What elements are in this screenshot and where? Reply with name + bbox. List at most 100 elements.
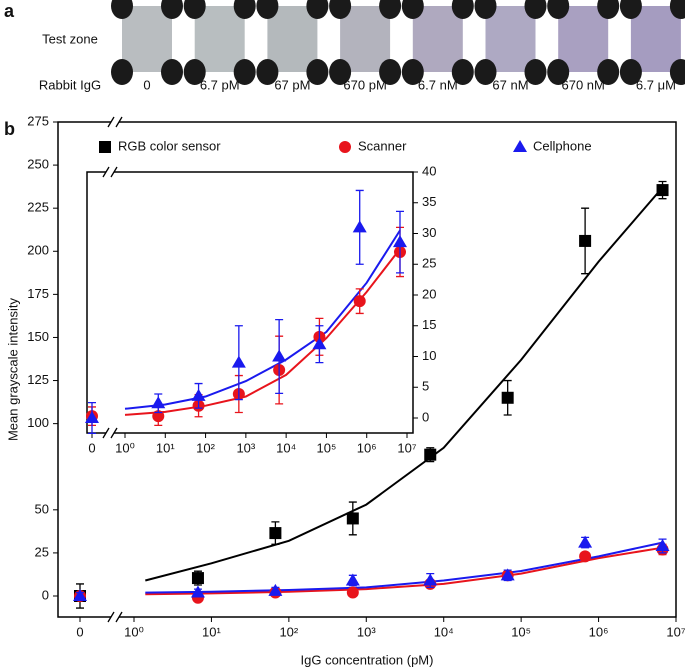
axis-break-gap — [106, 169, 114, 175]
zone-corner — [451, 59, 474, 85]
y-tick-label: 15 — [422, 317, 436, 332]
concentration-label: 6.7 pM — [200, 77, 240, 92]
marker — [152, 410, 165, 423]
x-tick-label: 10⁵ — [511, 624, 531, 639]
x-tick-label: 10⁶ — [357, 440, 377, 455]
zone-corner — [111, 59, 133, 85]
x-tick-label: 10⁷ — [666, 624, 685, 639]
x-tick-label: 10⁷ — [397, 440, 416, 455]
plot-frame — [57, 121, 677, 618]
zone-corner — [256, 59, 279, 85]
x-tick-label: 10⁶ — [589, 624, 609, 639]
y-tick-label: 225 — [27, 200, 49, 215]
x-tick-label: 10³ — [357, 624, 376, 639]
zone-corner — [379, 59, 402, 85]
fit-curve — [145, 541, 663, 594]
y-axis-label: Mean grayscale intensity — [5, 297, 20, 441]
zone-corner — [547, 0, 570, 19]
marker — [151, 396, 166, 409]
zone-corner — [306, 59, 329, 85]
marker — [190, 585, 205, 598]
marker — [191, 572, 204, 585]
test-zone — [194, 6, 245, 72]
marker — [500, 568, 515, 581]
row-label: Rabbit IgG — [39, 77, 101, 92]
zone-corner — [183, 59, 206, 85]
zone-corner — [524, 0, 547, 19]
zone-corner — [474, 0, 497, 19]
marker — [578, 535, 593, 548]
test-zone — [122, 6, 172, 72]
y-tick-label: 35 — [422, 194, 436, 209]
y-tick-label: 175 — [27, 286, 49, 301]
zone-corner — [597, 59, 620, 85]
x-tick-label: 10² — [196, 440, 215, 455]
concentration-label: 6.7 nM — [418, 77, 458, 92]
axis-break-gap — [106, 430, 114, 436]
zone-corner — [233, 59, 256, 85]
zone-corner — [669, 59, 685, 85]
test-zone — [412, 6, 463, 72]
y-tick-label: 25 — [422, 256, 436, 271]
axis-break-gap — [111, 119, 119, 125]
y-tick-label: 200 — [27, 243, 49, 258]
test-zone — [558, 6, 609, 72]
plot-frame — [86, 171, 414, 434]
legend-label: Cellphone — [533, 138, 592, 153]
zone-corner — [183, 0, 206, 19]
marker — [655, 539, 670, 552]
marker — [346, 512, 359, 525]
x-tick-label: 0 — [88, 440, 95, 455]
marker — [579, 550, 592, 563]
axis-break-gap — [111, 614, 119, 620]
marker — [424, 448, 437, 461]
zone-corner — [329, 59, 352, 85]
marker — [272, 349, 287, 362]
marker — [73, 589, 87, 601]
x-tick-label: 10³ — [236, 440, 255, 455]
concentration-label: 67 pM — [274, 77, 310, 92]
zone-corner — [256, 0, 279, 19]
concentration-label: 670 pM — [343, 77, 386, 92]
fit-curve — [145, 186, 664, 582]
y-tick-label: 275 — [27, 113, 49, 128]
zone-corner — [401, 0, 424, 19]
x-tick-label: 10⁴ — [434, 624, 454, 639]
zone-corner — [619, 59, 642, 85]
legend-marker — [339, 141, 351, 153]
axis-break — [102, 166, 118, 178]
zone-corner — [524, 59, 547, 85]
marker — [345, 573, 360, 586]
zone-corner — [547, 59, 570, 85]
panel-letter: b — [4, 119, 15, 139]
x-tick-label: 10¹ — [156, 440, 175, 455]
y-tick-label: 10 — [422, 348, 436, 363]
zone-corner — [597, 0, 620, 19]
legend-marker — [99, 141, 111, 153]
axis-break — [102, 427, 118, 439]
x-tick-label: 10¹ — [202, 624, 221, 639]
marker — [312, 337, 327, 350]
zone-corner — [451, 0, 474, 19]
axis-break — [107, 611, 123, 623]
y-tick-label: 30 — [422, 225, 436, 240]
concentration-label: 670 nM — [562, 77, 605, 92]
zone-corner — [669, 0, 685, 19]
y-tick-label: 100 — [27, 415, 49, 430]
zone-corner — [329, 0, 352, 19]
zone-corner — [306, 0, 329, 19]
zone-corner — [161, 59, 183, 85]
y-tick-label: 0 — [42, 587, 49, 602]
concentration-label: 0 — [143, 77, 150, 92]
marker — [656, 184, 669, 197]
marker — [352, 220, 367, 233]
legend-marker — [513, 140, 527, 152]
legend-label: Scanner — [358, 138, 407, 153]
marker — [501, 391, 514, 404]
test-zone — [630, 6, 681, 72]
axis-break — [107, 116, 123, 128]
y-tick-label: 150 — [27, 329, 49, 344]
y-tick-label: 20 — [422, 286, 436, 301]
marker — [423, 573, 438, 586]
